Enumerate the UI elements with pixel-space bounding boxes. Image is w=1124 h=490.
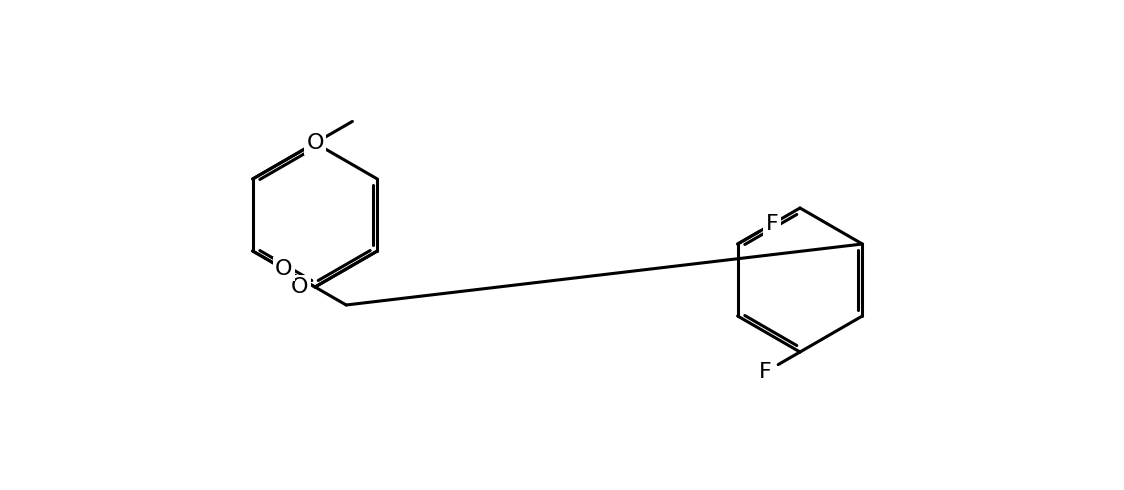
Text: F: F	[765, 214, 778, 234]
Text: F: F	[760, 362, 772, 382]
Text: O: O	[306, 133, 324, 153]
Text: O: O	[291, 277, 309, 297]
Text: O: O	[275, 259, 292, 279]
